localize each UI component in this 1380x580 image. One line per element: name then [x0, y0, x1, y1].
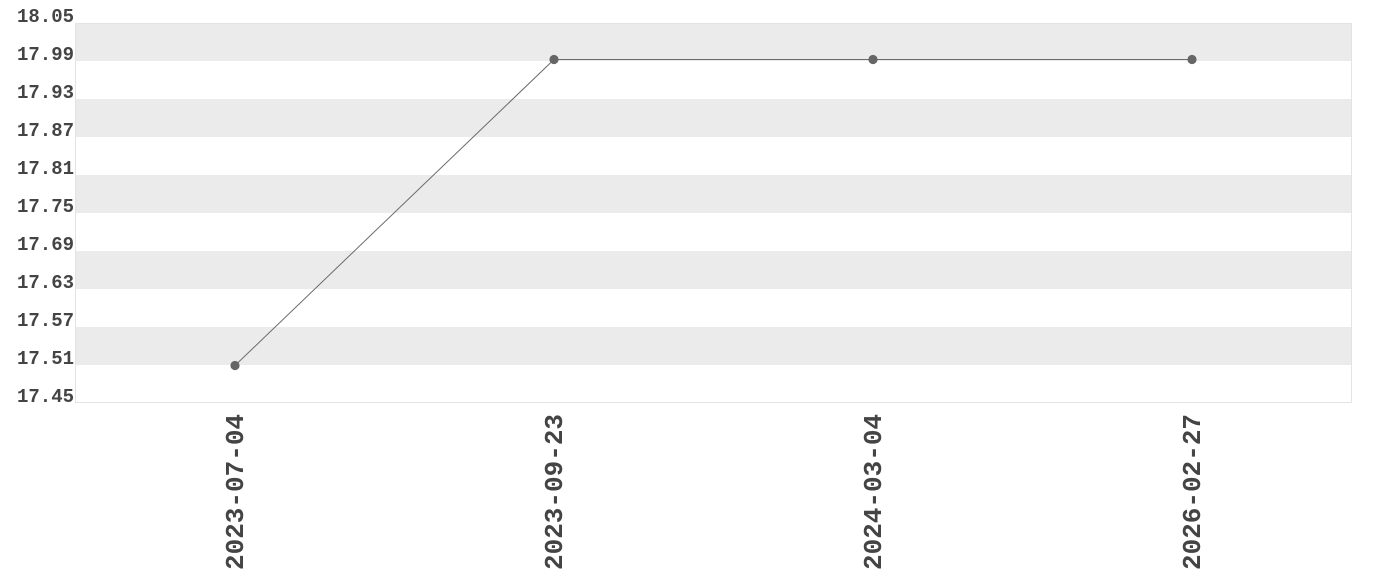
svg-text:17.63: 17.63 — [17, 272, 74, 294]
svg-text:17.87: 17.87 — [17, 120, 74, 142]
svg-text:17.93: 17.93 — [17, 82, 74, 104]
svg-text:17.99: 17.99 — [17, 44, 74, 66]
svg-text:2024-03-04: 2024-03-04 — [859, 414, 889, 570]
svg-text:18.05: 18.05 — [17, 6, 74, 28]
svg-text:2026-02-27: 2026-02-27 — [1178, 414, 1208, 570]
svg-text:17.45: 17.45 — [17, 386, 74, 408]
svg-text:17.81: 17.81 — [17, 158, 74, 180]
svg-text:17.57: 17.57 — [17, 310, 74, 332]
svg-text:2023-09-23: 2023-09-23 — [540, 414, 570, 570]
svg-text:17.51: 17.51 — [17, 348, 74, 370]
svg-text:2023-07-04: 2023-07-04 — [221, 414, 251, 570]
svg-text:17.69: 17.69 — [17, 234, 74, 256]
svg-text:17.75: 17.75 — [17, 196, 74, 218]
